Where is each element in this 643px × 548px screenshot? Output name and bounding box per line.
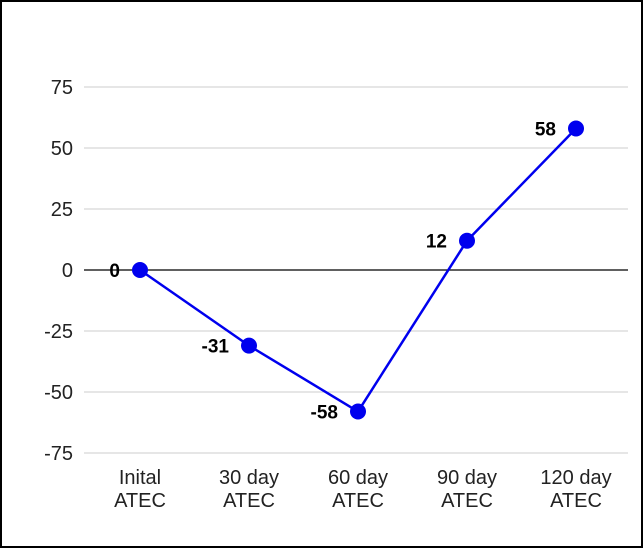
y-axis-tick-labels: 75 50 25 0 -25 -50 -75 bbox=[44, 77, 73, 465]
data-label: 12 bbox=[426, 232, 447, 253]
data-label: -58 bbox=[311, 403, 338, 424]
x-category-label: 30 day bbox=[219, 467, 279, 489]
data-labels: 0 -31 -58 12 58 bbox=[109, 119, 556, 423]
x-category-label: ATEC bbox=[550, 490, 602, 512]
x-category-label: ATEC bbox=[223, 490, 275, 512]
data-point bbox=[132, 262, 148, 278]
y-tick-label: 25 bbox=[51, 199, 73, 221]
x-category-label: 60 day bbox=[328, 467, 388, 489]
x-category-label: ATEC bbox=[332, 490, 384, 512]
x-category-label: ATEC bbox=[114, 490, 166, 512]
x-category-label: ATEC bbox=[441, 490, 493, 512]
y-tick-label: -75 bbox=[44, 443, 73, 465]
data-series bbox=[132, 120, 584, 420]
data-label: 58 bbox=[535, 119, 556, 140]
y-tick-label: 50 bbox=[51, 138, 73, 160]
y-tick-label: 75 bbox=[51, 77, 73, 99]
x-category-label: Inital bbox=[119, 467, 161, 489]
x-category-label: 120 day bbox=[540, 467, 611, 489]
y-tick-label: -50 bbox=[44, 382, 73, 404]
data-label: 0 bbox=[109, 261, 120, 282]
data-label: -31 bbox=[202, 337, 230, 358]
data-point bbox=[241, 337, 257, 354]
gridlines bbox=[84, 86, 628, 454]
data-point bbox=[459, 232, 475, 249]
y-tick-label: 0 bbox=[62, 260, 73, 282]
data-point bbox=[568, 120, 584, 137]
y-tick-label: -25 bbox=[44, 321, 73, 343]
x-category-label: 90 day bbox=[437, 467, 497, 489]
data-point bbox=[350, 403, 366, 420]
